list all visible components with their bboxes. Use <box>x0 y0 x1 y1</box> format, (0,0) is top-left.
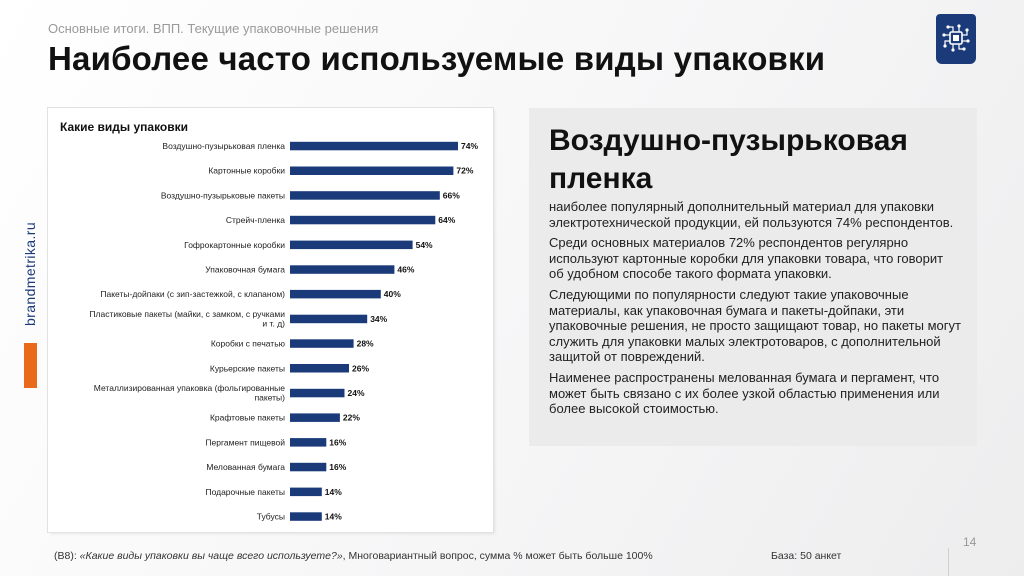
category-label: Пластиковые пакеты (майки, с замком, с р… <box>89 309 285 329</box>
bar-value-label: 14% <box>325 512 342 522</box>
bar <box>290 512 322 521</box>
category-label: Курьерские пакеты <box>210 363 285 373</box>
bar-value-label: 16% <box>329 437 346 447</box>
divider <box>948 548 949 576</box>
info-paragraphs: наиболее популярный дополнительный матер… <box>549 199 961 422</box>
bar <box>290 240 413 250</box>
chart-title: Какие виды упаковки <box>60 120 188 134</box>
category-label: Пакеты-дойпаки (с зип-застежкой, с клапа… <box>100 289 285 299</box>
circuit-chip-icon <box>942 24 970 52</box>
bar-value-label: 22% <box>343 413 360 423</box>
category-label: Упаковочная бумага <box>205 265 285 275</box>
info-paragraph: Наименее распространены мелованная бумаг… <box>549 369 940 417</box>
category-label: Крафтовые пакеты <box>210 413 285 423</box>
bar-value-label: 24% <box>348 388 365 398</box>
category-label: Пергамент пищевой <box>205 437 285 447</box>
bar <box>290 289 381 299</box>
category-label: Стрейч-пленка <box>226 215 285 225</box>
info-paragraph: наиболее популярный дополнительный матер… <box>549 199 954 230</box>
bar-value-label: 66% <box>443 190 460 200</box>
bar <box>290 388 345 398</box>
category-label: Подарочные пакеты <box>205 487 285 497</box>
category-label: Картонные коробки <box>208 166 285 176</box>
question-text: «Какие виды упаковки вы чаще всего испол… <box>79 550 343 562</box>
bar <box>290 166 454 175</box>
bar <box>290 191 440 200</box>
bar <box>290 438 327 447</box>
bar-value-label: 14% <box>325 487 342 497</box>
bar-value-label: 40% <box>384 289 401 299</box>
bar-value-label: 74% <box>461 141 478 151</box>
page-title: Наиболее часто используемые виды упаковк… <box>48 40 826 77</box>
category-label: Тубусы <box>257 512 285 522</box>
bar <box>290 265 395 274</box>
category-label: Металлизированная упаковка (фольгированн… <box>94 383 285 403</box>
info-paragraph: Следующими по популярности следуют такие… <box>549 286 961 365</box>
bar-value-label: 28% <box>357 339 374 349</box>
breadcrumb: Основные итоги. ВПП. Текущие упаковочные… <box>48 21 379 36</box>
category-label: Воздушно-пузырьковые пакеты <box>161 190 285 200</box>
bar <box>290 364 349 373</box>
logo <box>936 14 976 64</box>
bar-value-label: 72% <box>456 166 473 176</box>
bar-chart: Какие виды упаковки 74% Воздушно-пузырько… <box>60 120 478 522</box>
sample-base: База: 50 анкет <box>771 550 842 562</box>
question-code: (B8): <box>54 550 80 562</box>
category-label: Гофрокартонные коробки <box>184 240 285 250</box>
footnote: (B8): «Какие виды упаковки вы чаще всего… <box>54 550 653 562</box>
bar-value-label: 26% <box>352 363 369 373</box>
bar-value-label: 34% <box>370 314 387 324</box>
bar <box>290 141 458 151</box>
bar <box>290 215 436 225</box>
question-note: , Многовариантный вопрос, сумма % может … <box>342 550 653 562</box>
info-card: Воздушно-пузырьковая пленка наиболее поп… <box>529 108 977 446</box>
category-label: Мелованная бумага <box>206 462 285 472</box>
bar <box>290 314 368 324</box>
bar <box>290 487 322 497</box>
bar-value-label: 54% <box>416 240 433 250</box>
bar-value-label: 16% <box>329 462 346 472</box>
info-paragraph: Среди основных материалов 72% респондент… <box>549 235 944 282</box>
bar <box>290 339 354 348</box>
category-label: Воздушно-пузырьковая пленка <box>162 141 285 151</box>
brand-vertical-text: brandmetrika.ru <box>6 204 54 344</box>
category-label: Коробки с печатью <box>211 339 286 349</box>
bar-value-label: 46% <box>397 265 414 275</box>
bar <box>290 413 340 422</box>
brand-text: brandmetrika.ru <box>22 221 38 327</box>
page-number: 14 <box>963 535 977 549</box>
bar-value-label: 64% <box>438 215 455 225</box>
chart-card: Какие виды упаковки 74% Воздушно-пузырько… <box>48 108 493 532</box>
info-title: Воздушно-пузырьковая пленка <box>549 124 908 195</box>
bar <box>290 462 327 472</box>
accent-bar <box>24 343 37 388</box>
